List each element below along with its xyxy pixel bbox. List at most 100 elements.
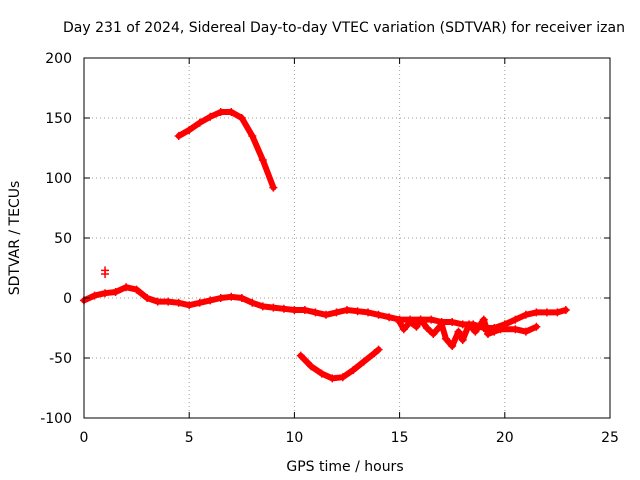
data-point	[374, 310, 383, 319]
data-point	[359, 357, 368, 366]
y-axis: -100 -50 0 50 100 150 200	[40, 51, 610, 427]
data-point	[174, 132, 183, 140]
data-point	[90, 291, 99, 300]
data-point	[111, 288, 120, 296]
data-point	[237, 294, 246, 302]
data-point	[561, 306, 570, 314]
data-point	[471, 327, 480, 336]
x-tick-label: 0	[80, 430, 89, 446]
data-point	[185, 126, 194, 134]
data-point	[521, 310, 530, 319]
data-point	[258, 302, 267, 311]
data-point	[490, 327, 499, 336]
data-point	[496, 325, 505, 334]
data-point	[465, 320, 474, 329]
data-point	[227, 292, 236, 301]
y-axis-label: SDTVAR / TECUs	[7, 181, 23, 296]
data-point	[511, 315, 520, 324]
data-point	[321, 310, 330, 319]
data-point	[343, 306, 351, 314]
data-point	[279, 304, 288, 313]
data-point	[307, 362, 316, 371]
data-point	[290, 306, 299, 314]
y-tick-label: 200	[45, 51, 72, 67]
data-point	[237, 114, 246, 122]
data-point	[132, 285, 141, 294]
data-point	[164, 297, 173, 306]
data-point	[448, 318, 457, 326]
data-point	[458, 336, 467, 344]
data-point	[338, 373, 347, 382]
data-point	[437, 320, 446, 329]
data-point	[216, 294, 225, 302]
data-point	[364, 308, 373, 317]
data-point	[300, 306, 309, 314]
y-tick-label: 50	[54, 231, 72, 247]
x-axis: 0 5 10 15 20 25	[80, 58, 619, 446]
data-point	[269, 183, 278, 192]
data-point	[269, 303, 278, 312]
y-tick-label: -100	[40, 411, 72, 427]
grid	[84, 58, 610, 418]
x-tick-label: 5	[185, 430, 194, 446]
data-point	[441, 334, 450, 343]
data-point	[448, 342, 457, 350]
data-point	[101, 266, 110, 275]
series-line	[175, 109, 277, 191]
data-point	[406, 318, 415, 326]
data-point	[422, 324, 431, 332]
y-tick-label: 100	[45, 171, 72, 187]
data-point	[328, 374, 337, 383]
data-point	[227, 108, 236, 116]
data-point	[532, 308, 541, 317]
data-point	[385, 313, 394, 322]
data-point	[412, 322, 421, 331]
series-outliers	[101, 266, 110, 278]
data-point	[353, 307, 362, 316]
data-point	[349, 366, 358, 374]
data-point	[374, 345, 383, 354]
data-point	[296, 351, 305, 360]
data-point	[532, 322, 541, 331]
data-point	[122, 283, 131, 292]
y-tick-label: 0	[63, 291, 72, 307]
data-point	[511, 325, 520, 334]
data-point	[483, 330, 492, 338]
x-tick-label: 10	[285, 430, 303, 446]
y-tick-label: 150	[45, 111, 72, 127]
data-point	[553, 308, 562, 317]
data-point	[311, 308, 320, 317]
series-lower-arc	[296, 345, 383, 383]
data-point	[429, 330, 438, 338]
data-point	[370, 349, 379, 358]
data-point	[216, 108, 225, 116]
data-point	[258, 156, 267, 164]
x-tick-label: 20	[496, 430, 514, 446]
data-point	[174, 298, 183, 307]
data-point	[521, 327, 530, 336]
series-oscillations	[395, 315, 541, 350]
data-point	[206, 112, 215, 121]
data-point	[248, 298, 257, 307]
data-layer	[80, 108, 570, 383]
series-upper-arc	[174, 108, 278, 192]
data-point	[542, 308, 551, 317]
data-point	[395, 318, 404, 326]
data-point	[101, 289, 110, 298]
data-point	[153, 297, 162, 306]
data-point	[185, 301, 194, 310]
data-point	[416, 315, 425, 324]
data-point	[143, 294, 152, 302]
data-point	[195, 298, 204, 307]
x-axis-label: GPS time / hours	[286, 459, 403, 475]
data-point	[427, 315, 436, 324]
x-tick-label: 25	[601, 430, 619, 446]
x-tick-label: 15	[391, 430, 409, 446]
data-point	[479, 315, 488, 324]
data-point	[206, 296, 215, 305]
chart-title: Day 231 of 2024, Sidereal Day-to-day VTE…	[63, 20, 625, 36]
y-tick-label: -50	[49, 351, 72, 367]
data-point	[332, 308, 341, 317]
